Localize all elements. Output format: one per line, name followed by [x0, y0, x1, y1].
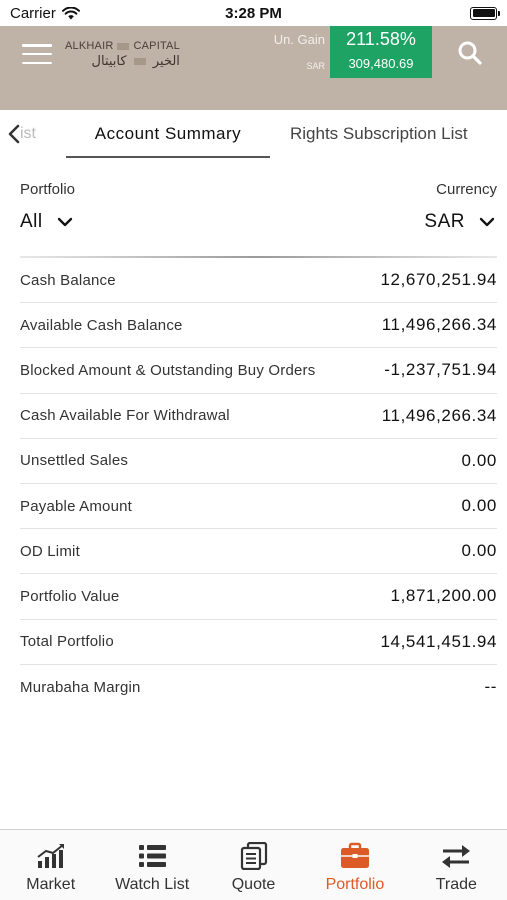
row-label: Portfolio Value [20, 587, 120, 605]
status-bar: Carrier 3:28 PM [0, 0, 507, 26]
row-value: 12,670,251.94 [380, 270, 497, 290]
portfolio-value: All [20, 211, 43, 232]
portfolio-dropdown[interactable]: All [20, 211, 73, 233]
currency-value: SAR [424, 211, 465, 232]
list-item: Unsettled Sales 0.00 [20, 439, 497, 484]
row-label: Murabaha Margin [20, 678, 141, 696]
row-value: 0.00 [461, 541, 497, 561]
logo-mark-ar [133, 58, 146, 65]
row-label: Cash Balance [20, 271, 116, 289]
portfolio-label: Portfolio [20, 181, 76, 198]
unrealized-gain-labels: Un. Gain SAR [255, 32, 325, 71]
list-item: Portfolio Value 1,871,200.00 [20, 574, 497, 620]
nav-portfolio-label: Portfolio [325, 876, 385, 893]
row-label: Payable Amount [20, 497, 133, 515]
list-item: Murabaha Margin -- [20, 665, 497, 710]
list-item: OD Limit 0.00 [20, 529, 497, 575]
list-item: Cash Available For Withdrawal 11,496,266… [20, 394, 497, 439]
quote-icon [240, 842, 267, 870]
logo-mark [117, 42, 130, 50]
currency-label: Currency [436, 181, 497, 198]
gain-label: Un. Gain [273, 32, 325, 47]
row-label: Blocked Amount & Outstanding Buy Orders [20, 361, 316, 379]
tab-previous-label: ist [20, 125, 36, 142]
logo-ar-capital: كابيتال [91, 54, 127, 69]
nav-quote[interactable]: Quote [203, 830, 304, 900]
tab-previous[interactable]: ist [6, 110, 36, 158]
gain-percent: 211.58% [346, 29, 416, 49]
nav-trade-label: Trade [435, 876, 477, 893]
row-value: -1,237,751.94 [384, 360, 497, 380]
row-value: 11,496,266.34 [381, 405, 497, 425]
trade-arrows-icon [442, 845, 471, 868]
nav-portfolio[interactable]: Portfolio [304, 830, 405, 900]
watch-list-icon [139, 845, 167, 867]
status-left: Carrier [10, 5, 80, 22]
account-summary-list: Cash Balance 12,670,251.94 Available Cas… [20, 258, 497, 710]
row-value: 14,541,451.94 [380, 631, 497, 651]
tab-rights-subscription-list[interactable]: Rights Subscription List [290, 124, 468, 143]
list-item: Total Portfolio 14,541,451.94 [20, 620, 497, 665]
row-value: 0.00 [461, 496, 497, 516]
logo-english: ALKHAIR CAPITAL [65, 40, 180, 52]
list-item: Payable Amount 0.00 [20, 484, 497, 530]
app-header: ALKHAIR CAPITAL الخير كابيتال Un. Gain S… [0, 26, 507, 110]
row-value: 0.00 [461, 450, 497, 470]
brand-logo: ALKHAIR CAPITAL الخير كابيتال [65, 40, 180, 69]
list-item: Available Cash Balance 11,496,266.34 [20, 303, 497, 349]
logo-ar-alkhair: الخير [152, 54, 180, 69]
carrier-label: Carrier [10, 4, 56, 22]
market-chart-icon [37, 844, 64, 868]
currency-dropdown[interactable]: SAR [424, 211, 495, 233]
row-label: OD Limit [20, 542, 80, 560]
logo-en-capital: CAPITAL [133, 40, 180, 52]
gain-currency: SAR [306, 61, 325, 71]
row-value: -- [484, 677, 497, 697]
row-label: Total Portfolio [20, 633, 114, 651]
battery-icon [470, 6, 500, 20]
row-value: 11,496,266.34 [381, 315, 497, 335]
logo-arabic: الخير كابيتال [65, 54, 180, 69]
logo-en-alkhair: ALKHAIR [65, 40, 114, 52]
tab-bar: ist Account Summary Rights Subscription … [0, 110, 507, 158]
portfolio-briefcase-icon [340, 842, 369, 868]
list-item: Blocked Amount & Outstanding Buy Orders … [20, 348, 497, 394]
nav-quote-label: Quote [231, 876, 276, 893]
hamburger-menu-icon[interactable] [22, 42, 52, 66]
nav-trade[interactable]: Trade [406, 830, 507, 900]
chevron-left-icon [8, 124, 20, 144]
nav-market-label: Market [26, 876, 76, 893]
nav-market[interactable]: Market [0, 830, 101, 900]
row-label: Available Cash Balance [20, 316, 183, 334]
section-divider [20, 256, 497, 258]
row-label: Unsettled Sales [20, 452, 129, 470]
chevron-down-icon [57, 217, 72, 227]
search-icon[interactable] [457, 40, 483, 66]
filter-selectors: Portfolio Currency All SAR [0, 178, 507, 248]
wifi-icon [61, 6, 80, 19]
nav-watch-list[interactable]: Watch List [101, 830, 202, 900]
row-value: 1,871,200.00 [390, 586, 497, 606]
bottom-tab-bar: Market Watch List Quote Portfolio [0, 829, 507, 900]
list-item: Cash Balance 12,670,251.94 [20, 258, 497, 304]
row-label: Cash Available For Withdrawal [20, 407, 230, 425]
unrealized-gain-badge: 211.58% 309,480.69 [330, 26, 432, 78]
gain-amount: 309,480.69 [348, 56, 414, 71]
tab-account-summary[interactable]: Account Summary [66, 110, 270, 158]
nav-watch-list-label: Watch List [115, 876, 190, 893]
chevron-down-icon [479, 217, 495, 227]
